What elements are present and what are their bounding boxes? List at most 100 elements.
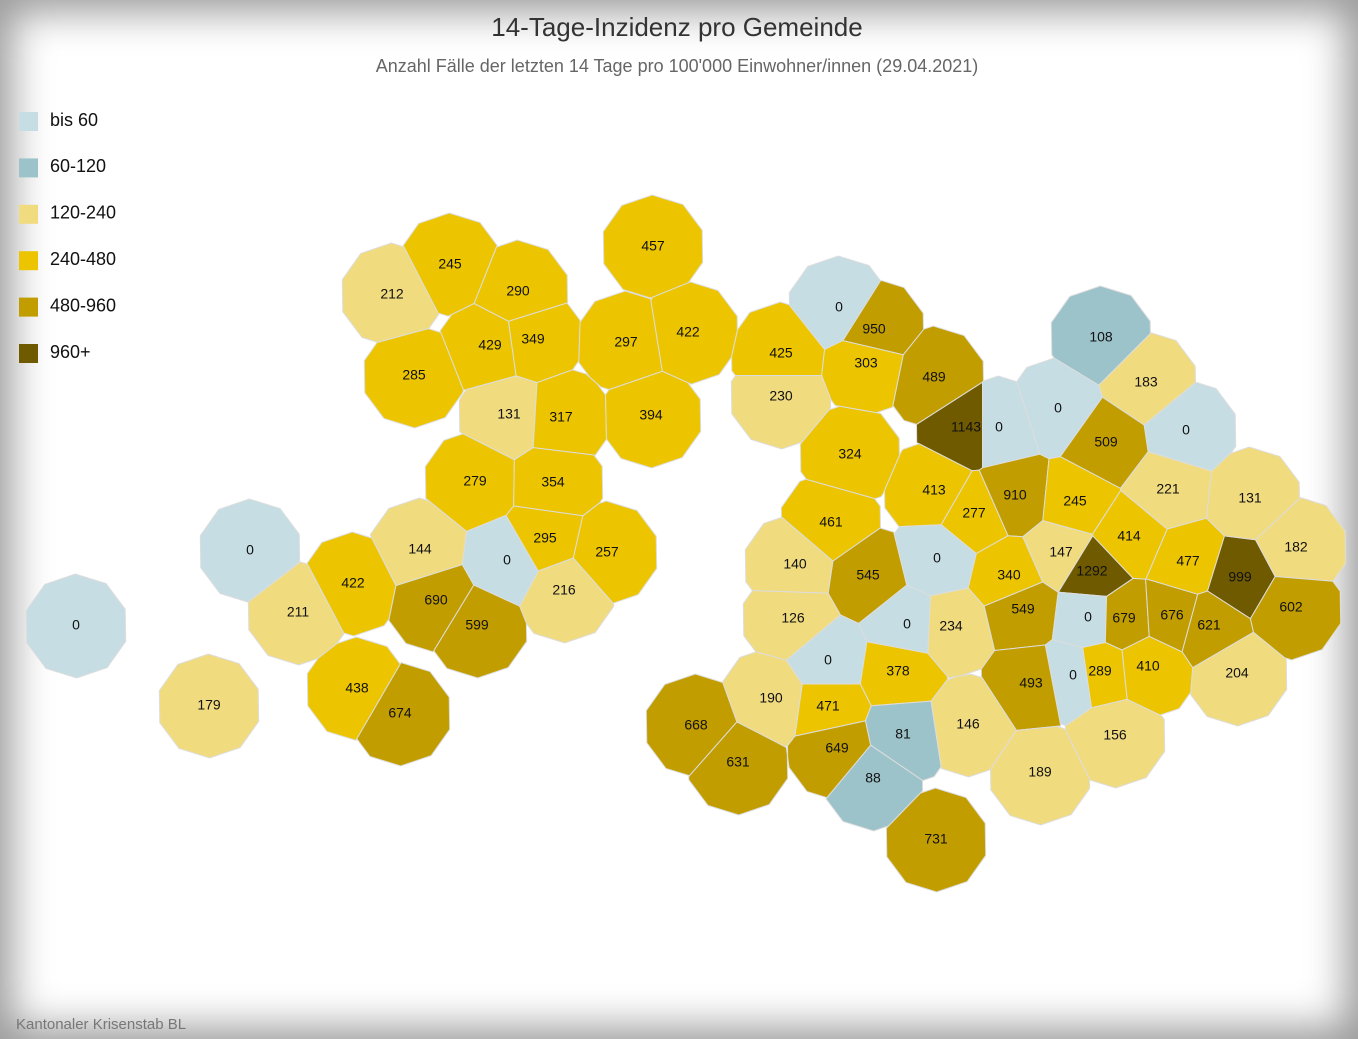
region-value: 204 xyxy=(1225,665,1249,681)
subtitle: Anzahl Fälle der letzten 14 Tage pro 100… xyxy=(376,56,979,76)
region-value: 410 xyxy=(1136,658,1160,674)
region-value: 621 xyxy=(1197,617,1221,633)
region-value: 289 xyxy=(1088,663,1112,679)
region-value: 0 xyxy=(1084,609,1092,625)
region xyxy=(604,370,702,469)
region-value: 910 xyxy=(1003,487,1027,503)
region-value: 179 xyxy=(197,697,221,713)
region xyxy=(821,340,904,414)
region-value: 190 xyxy=(759,690,783,706)
region-value: 674 xyxy=(388,705,412,721)
region-value: 108 xyxy=(1089,329,1113,345)
region-value: 88 xyxy=(865,770,881,786)
region-value: 1292 xyxy=(1076,563,1107,579)
region-value: 0 xyxy=(824,652,832,668)
region-value: 414 xyxy=(1117,528,1141,544)
region-value: 297 xyxy=(614,334,638,350)
legend-swatch xyxy=(19,204,38,224)
region xyxy=(688,721,789,816)
region xyxy=(1119,451,1213,530)
region-value: 489 xyxy=(922,369,946,385)
legend-label: 240-480 xyxy=(50,249,116,269)
region-value: 509 xyxy=(1094,434,1118,450)
region-value: 378 xyxy=(886,663,910,679)
region-value: 234 xyxy=(939,618,963,634)
region-value: 303 xyxy=(854,355,878,371)
region xyxy=(199,498,301,603)
region-value: 131 xyxy=(1238,490,1262,506)
region-value: 676 xyxy=(1160,607,1184,623)
legend-swatch xyxy=(19,297,38,317)
region-value: 212 xyxy=(380,286,404,302)
region-value: 140 xyxy=(783,556,807,572)
region-value: 290 xyxy=(506,283,530,299)
region xyxy=(1051,591,1108,649)
region-value: 189 xyxy=(1028,764,1052,780)
source: Kantonaler Krisenstab BL xyxy=(16,1016,186,1033)
legend-swatch xyxy=(19,158,38,178)
region xyxy=(363,328,465,429)
region xyxy=(864,700,942,782)
region xyxy=(825,744,924,832)
region-value: 81 xyxy=(895,726,911,742)
region-value: 950 xyxy=(862,321,886,337)
region-value: 144 xyxy=(408,541,432,557)
region-value: 477 xyxy=(1176,553,1200,569)
region-value: 461 xyxy=(819,514,843,530)
region-value: 999 xyxy=(1228,569,1252,585)
region-value: 221 xyxy=(1156,481,1180,497)
region-value: 599 xyxy=(465,617,489,633)
region-value: 0 xyxy=(1054,400,1062,416)
region xyxy=(1190,631,1288,727)
region-value: 668 xyxy=(684,717,708,733)
region-value: 126 xyxy=(781,610,805,626)
region xyxy=(1016,357,1103,459)
legend-swatch xyxy=(19,112,38,131)
region xyxy=(1064,698,1166,789)
region-value: 245 xyxy=(1063,493,1087,509)
region-value: 317 xyxy=(549,409,573,425)
region-value: 183 xyxy=(1134,374,1158,390)
legend-label: 60-120 xyxy=(50,156,106,176)
region xyxy=(473,239,569,322)
region-value: 354 xyxy=(541,474,565,490)
region-value: 413 xyxy=(922,482,946,498)
region xyxy=(356,662,451,767)
region-value: 422 xyxy=(676,324,700,340)
region-value: 340 xyxy=(997,567,1021,583)
region xyxy=(645,673,738,777)
region-value: 731 xyxy=(924,831,948,847)
region xyxy=(433,584,528,679)
legend: bis 60 60-120 120-240 240-480 480-960 960+ xyxy=(19,110,116,363)
region xyxy=(650,281,738,385)
region-value: 602 xyxy=(1279,599,1303,615)
region xyxy=(1143,381,1237,472)
labels: 245 212 290 429 349 285 131 317 457 297 422 394 425 0… xyxy=(72,238,1308,847)
region xyxy=(730,375,832,450)
region xyxy=(25,573,127,679)
region-value: 457 xyxy=(641,238,665,254)
region-value: 425 xyxy=(769,345,793,361)
legend-label: bis 60 xyxy=(50,110,98,130)
region-value: 649 xyxy=(825,740,849,756)
region-value: 245 xyxy=(438,256,462,272)
region-value: 156 xyxy=(1103,727,1127,743)
region xyxy=(369,497,468,587)
region-value: 0 xyxy=(835,299,843,315)
region-value: 0 xyxy=(246,542,254,558)
region xyxy=(980,644,1062,731)
legend-label: 120-240 xyxy=(50,203,116,223)
region xyxy=(306,636,401,741)
region-value: 0 xyxy=(1069,667,1077,683)
region-value: 349 xyxy=(521,331,545,347)
region-value: 438 xyxy=(345,680,369,696)
region-value: 131 xyxy=(497,406,521,422)
region-value: 182 xyxy=(1284,539,1308,555)
region-value: 0 xyxy=(903,616,911,632)
region-value: 549 xyxy=(1011,601,1035,617)
legend-swatch xyxy=(19,251,38,271)
region xyxy=(885,787,987,893)
region-value: 285 xyxy=(402,367,426,383)
